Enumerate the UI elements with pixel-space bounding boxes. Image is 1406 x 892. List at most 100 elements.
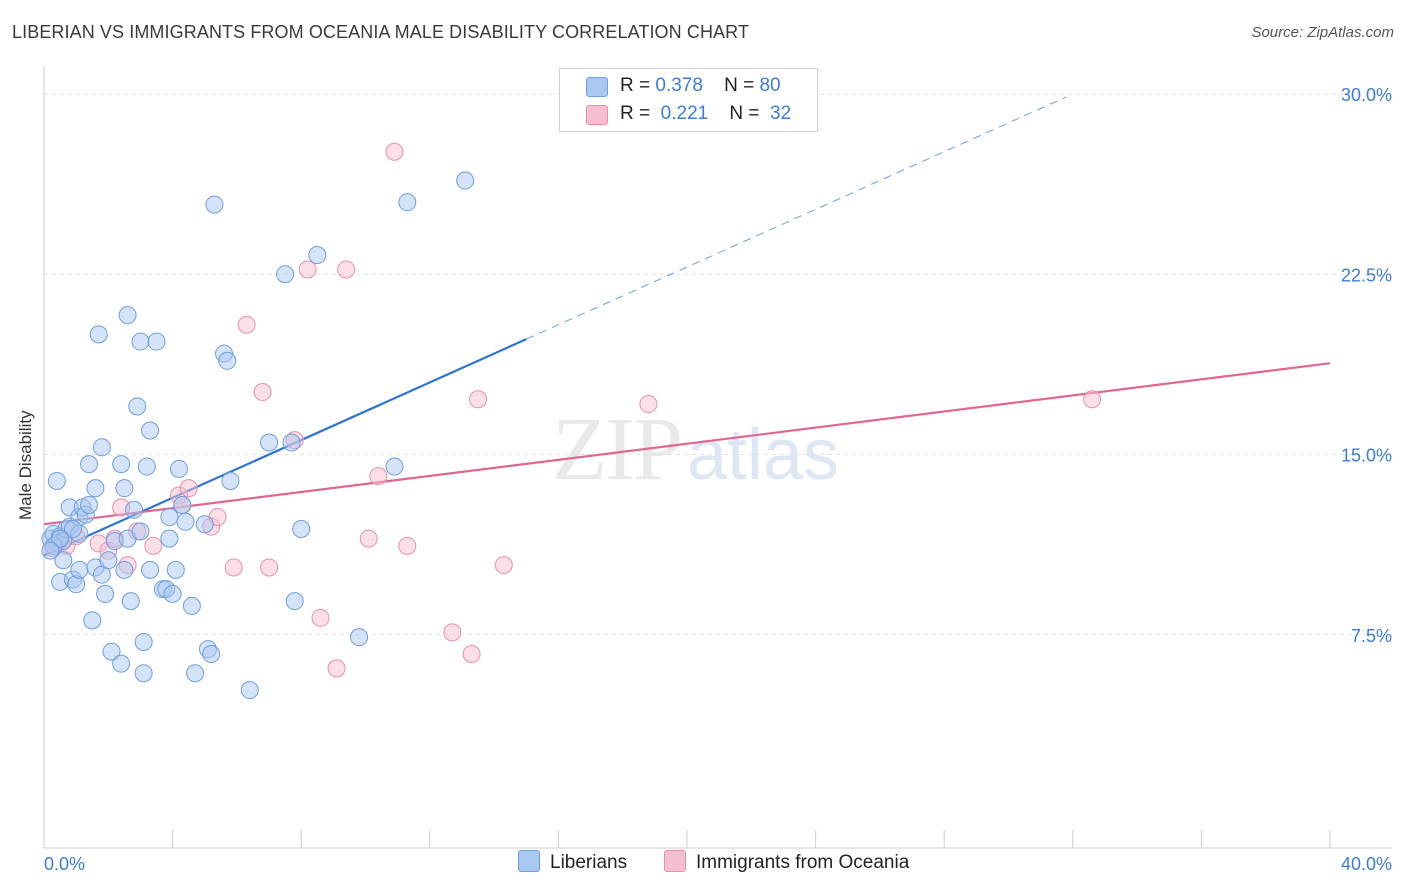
bottom-legend-oceania: Immigrants from Oceania xyxy=(664,850,909,874)
oceania-point xyxy=(398,536,417,555)
oceania-point xyxy=(260,558,279,577)
oceania-point xyxy=(237,315,256,334)
liberian-points xyxy=(41,171,475,700)
oceania-point xyxy=(639,395,658,414)
pink-swatch-icon xyxy=(664,850,686,872)
liberian-point xyxy=(118,306,137,325)
liberian-point xyxy=(385,457,404,476)
liberian-point xyxy=(350,628,369,647)
watermark-zip: ZIP xyxy=(552,400,683,499)
liberian-point xyxy=(131,522,150,541)
liberian-point xyxy=(221,471,240,490)
liberian-point xyxy=(285,592,304,611)
liberian-point xyxy=(112,455,131,474)
liberian-point xyxy=(80,495,99,514)
oceania-point xyxy=(494,556,513,575)
gridlines xyxy=(44,93,1392,636)
x-tick-label: 40.0% xyxy=(1341,854,1392,874)
y-tick-label: 22.5% xyxy=(1341,265,1392,285)
liberian-point xyxy=(125,500,144,519)
liberian-point xyxy=(80,455,99,474)
liberian-point xyxy=(54,551,73,570)
oceania-points xyxy=(44,142,1102,678)
oceania-point xyxy=(311,608,330,627)
oceania-point xyxy=(337,260,356,279)
liberian-point xyxy=(166,560,185,579)
liberian-point xyxy=(308,246,327,265)
liberian-point xyxy=(202,644,221,663)
oceania-point xyxy=(469,390,488,409)
legend-n-value: 80 xyxy=(759,75,781,96)
liberian-point xyxy=(276,265,295,284)
legend-n-label: N = xyxy=(724,75,755,96)
oceania-trend-line xyxy=(43,362,1331,526)
liberian-point xyxy=(128,397,147,416)
oceania-point xyxy=(359,529,378,548)
liberian-point xyxy=(137,457,156,476)
liberian-point xyxy=(170,459,189,478)
liberian-point xyxy=(70,560,89,579)
liberian-point xyxy=(240,681,259,700)
bottom-legend-liberians-label: Liberians xyxy=(550,852,628,873)
liberian-point xyxy=(205,195,224,214)
y-axis-label: Male Disability xyxy=(16,410,35,520)
legend-r-value: 0.378 xyxy=(655,75,703,96)
liberian-point xyxy=(186,664,205,683)
liberian-point xyxy=(163,584,182,603)
liberian-point xyxy=(96,584,115,603)
oceania-point xyxy=(179,479,198,498)
liberian-point xyxy=(115,479,134,498)
bottom-legend-liberians: Liberians xyxy=(518,850,627,874)
oceania-point xyxy=(224,558,243,577)
liberian-point xyxy=(160,529,179,548)
liberian-point xyxy=(182,596,201,615)
liberian-point xyxy=(51,529,70,548)
oceania-point xyxy=(369,467,388,486)
liberian-point xyxy=(131,332,150,351)
liberian-point xyxy=(92,438,111,457)
liberian-point xyxy=(282,433,301,452)
oceania-point xyxy=(1083,390,1102,409)
source-credit: Source: ZipAtlas.com xyxy=(1251,24,1394,41)
liberian-point xyxy=(218,351,237,370)
oceania-point xyxy=(253,383,272,402)
legend-n-label: N = xyxy=(729,103,760,124)
legend-n-value: 32 xyxy=(770,103,792,124)
liberian-point xyxy=(86,479,105,498)
correlation-legend: R = 0.378 N = 80 R = 0.221 N = 32 xyxy=(559,68,818,132)
liberian-point xyxy=(160,508,179,526)
liberian-point xyxy=(176,512,195,531)
pink-swatch-icon xyxy=(586,105,608,125)
liberian-point xyxy=(121,592,140,611)
liberian-point xyxy=(134,632,153,651)
liberian-point xyxy=(260,433,279,452)
liberian-point xyxy=(456,171,475,190)
y-tick-label: 7.5% xyxy=(1351,626,1392,646)
liberian-point xyxy=(47,471,66,490)
liberian-point xyxy=(112,654,131,673)
liberian-point xyxy=(141,560,160,579)
liberian-point xyxy=(83,611,102,630)
bottom-legend-oceania-label: Immigrants from Oceania xyxy=(696,852,910,873)
oceania-point xyxy=(298,260,317,279)
legend-r-value: 0.221 xyxy=(660,103,709,124)
y-tick-label: 15.0% xyxy=(1341,446,1392,466)
chart-title: LIBERIAN VS IMMIGRANTS FROM OCEANIA MALE… xyxy=(12,22,750,42)
y-tick-label: 30.0% xyxy=(1341,85,1392,105)
x-tick-label: 0.0% xyxy=(44,854,85,874)
legend-r-label: R = xyxy=(620,103,651,124)
liberian-point xyxy=(173,495,192,514)
liberian-point xyxy=(195,515,214,534)
oceania-point xyxy=(144,536,163,555)
liberian-point xyxy=(99,551,118,570)
liberian-point xyxy=(115,560,134,579)
liberian-point xyxy=(141,421,160,440)
oceania-point xyxy=(443,623,462,642)
tick-labels: 7.5% 15.0% 22.5% 30.0% 0.0% 40.0% xyxy=(44,85,1392,874)
liberian-point xyxy=(102,642,121,661)
liberian-point xyxy=(134,664,153,683)
axes xyxy=(43,66,1392,849)
liberian-point xyxy=(89,325,108,344)
blue-swatch-icon xyxy=(586,77,608,97)
